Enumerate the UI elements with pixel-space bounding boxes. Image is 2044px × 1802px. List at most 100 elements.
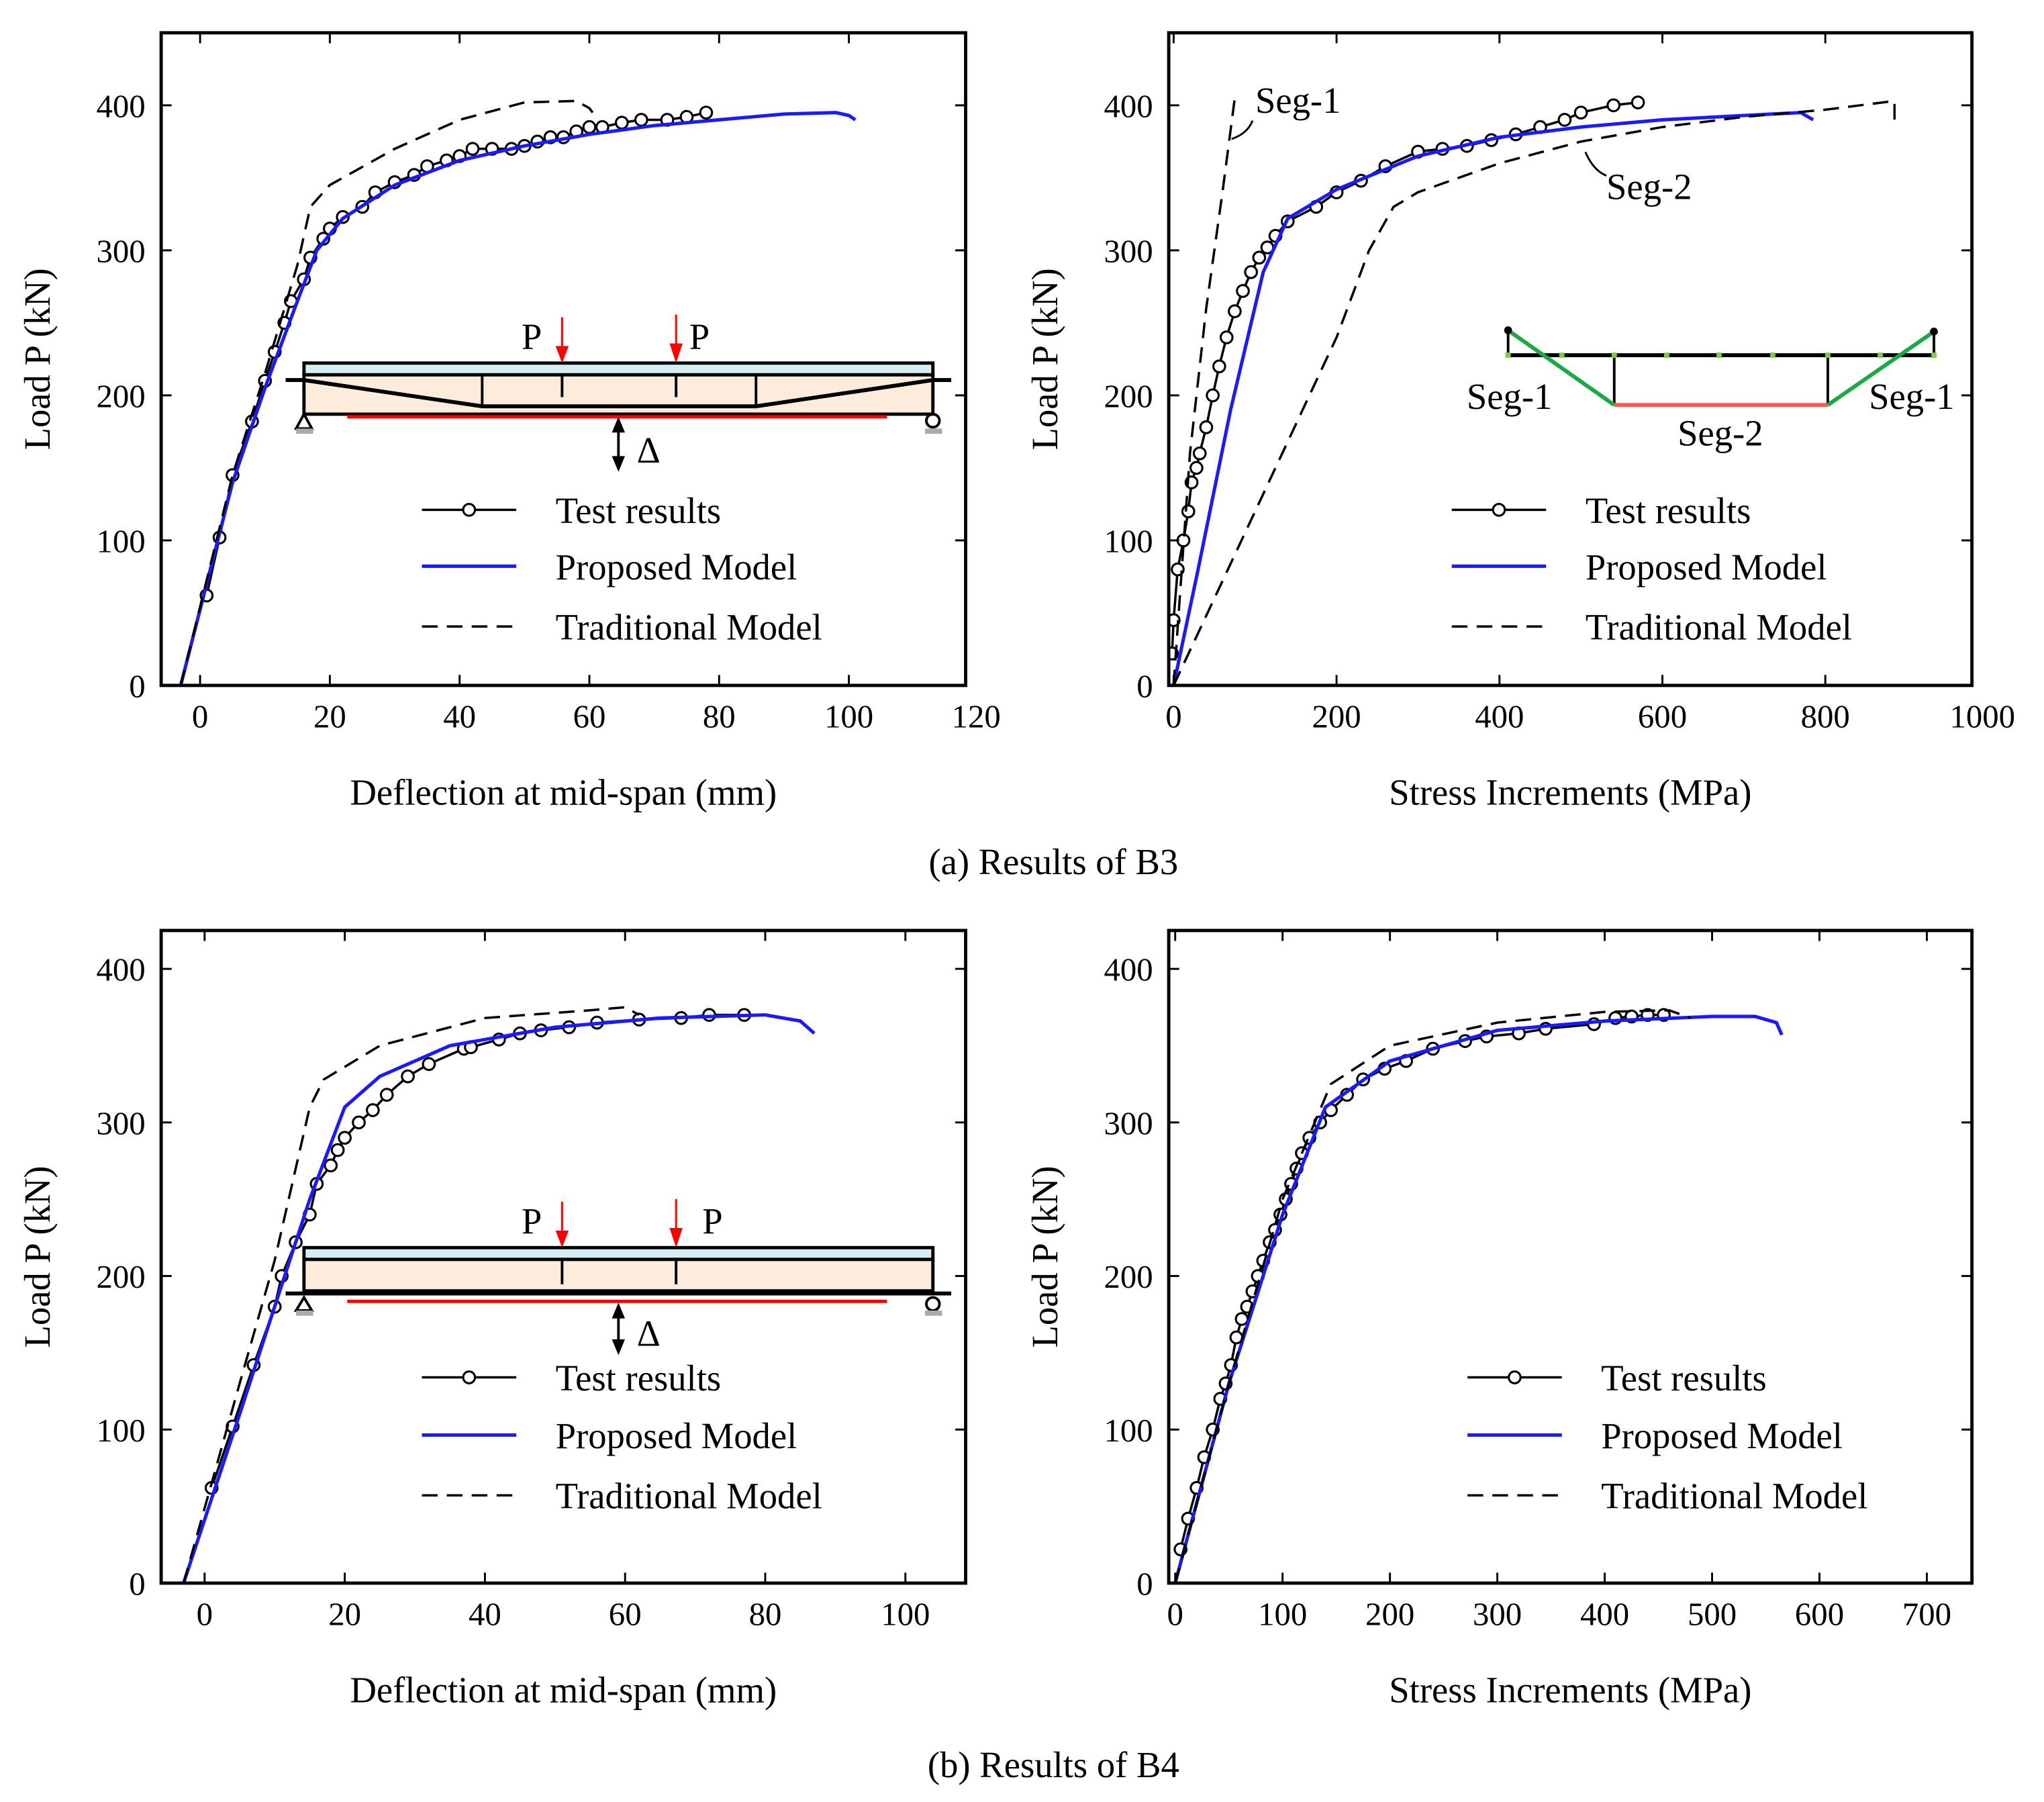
seg1-label: Seg-1	[1869, 376, 1954, 417]
x-tick-label: 300	[1473, 1596, 1522, 1632]
series-line-0	[1171, 101, 1639, 654]
deflection-arrow-icon	[612, 416, 626, 472]
data-point	[1228, 304, 1242, 318]
y-tick-label: 0	[129, 1566, 145, 1603]
y-tick-label: 400	[1104, 952, 1153, 988]
legend-marker	[1492, 503, 1506, 517]
inset-beam-b3: P P Δ	[285, 314, 952, 472]
y-tick-label: 200	[1104, 1259, 1153, 1295]
legend-marker	[462, 503, 477, 517]
x-tick-label: 100	[1258, 1596, 1307, 1632]
load-label: P	[522, 1200, 542, 1241]
seg1-annotation: Seg-1	[1255, 80, 1341, 121]
plot-area	[179, 99, 857, 685]
x-tick-label: 800	[1801, 698, 1850, 734]
roller-support-icon	[925, 1296, 942, 1316]
data-point	[1573, 105, 1588, 120]
data-point	[1234, 1312, 1249, 1326]
x-tick-label: 0	[197, 1596, 213, 1632]
x-tick-label: 400	[1580, 1596, 1629, 1632]
caption-a: (a) Results of B3	[928, 841, 1178, 882]
y-axis-label: Load P (kN)	[1024, 1166, 1065, 1347]
legend-label-traditional: Traditional Model	[1601, 1476, 1867, 1517]
y-tick-label: 300	[96, 1105, 145, 1141]
data-point	[352, 1115, 366, 1130]
legend-label-test: Test results	[556, 490, 722, 531]
y-axis-label: Load P (kN)	[1024, 268, 1065, 450]
x-tick-label: 20	[328, 1596, 361, 1632]
x-axis-label: Stress Increments (MPa)	[1389, 772, 1751, 813]
y-tick-label: 100	[1104, 523, 1153, 559]
y-tick-label: 100	[1104, 1413, 1153, 1449]
data-point	[338, 1131, 352, 1145]
seg2-label: Seg-2	[1677, 413, 1763, 454]
y-tick-label: 0	[1136, 1566, 1153, 1603]
data-point	[1244, 265, 1259, 279]
x-tick-label: 600	[1638, 698, 1687, 734]
legend: Test results Proposed Model Traditional Mo…	[422, 490, 822, 648]
x-tick-label: 80	[749, 1596, 782, 1632]
series-line-2	[179, 99, 594, 685]
pin-support-icon	[293, 1294, 315, 1316]
y-tick-label: 0	[129, 668, 145, 704]
legend-label-traditional: Traditional Model	[1586, 607, 1852, 648]
x-tick-label: 600	[1795, 1596, 1844, 1632]
data-point	[1606, 98, 1621, 113]
y-tick-label: 200	[96, 378, 145, 414]
series-line-1	[1171, 111, 1814, 685]
x-tick-label: 500	[1688, 1596, 1737, 1632]
y-tick-label: 100	[96, 1413, 145, 1449]
legend-label-traditional: Traditional Model	[556, 607, 822, 648]
y-tick-label: 200	[96, 1259, 145, 1295]
legend-label-traditional: Traditional Model	[556, 1476, 822, 1517]
x-tick-label: 20	[313, 698, 346, 734]
node-marker	[1505, 352, 1511, 358]
data-point	[1206, 388, 1220, 403]
series-line-1	[1173, 1014, 1784, 1583]
x-tick-label: 200	[1312, 698, 1361, 734]
deflection-arrow-icon	[612, 1302, 626, 1356]
seg1-line	[1827, 330, 1935, 407]
node-marker	[1663, 352, 1669, 358]
load-arrow-icon	[669, 314, 683, 363]
data-point	[1557, 113, 1572, 127]
x-tick-label: 0	[1165, 698, 1181, 734]
axes-frame	[159, 31, 968, 687]
y-axis-label: Load P (kN)	[17, 1166, 58, 1347]
axes-frame	[1167, 31, 1974, 687]
inset-beam-b4: P P Δ	[285, 1199, 952, 1356]
beam-slab	[302, 1245, 935, 1262]
node-marker	[1611, 352, 1617, 358]
x-axis-label: Deflection at mid-span (mm)	[350, 772, 777, 813]
data-point	[379, 1088, 394, 1102]
axes-frame	[159, 929, 968, 1585]
y-tick-label: 200	[1104, 378, 1153, 414]
y-tick-label: 400	[96, 952, 145, 988]
legend: Test results Proposed Model Traditional Mo…	[422, 1358, 822, 1517]
series-line-1	[179, 111, 857, 685]
data-point	[422, 1057, 436, 1072]
x-tick-label: 40	[443, 698, 476, 734]
load-arrow-icon	[669, 1199, 683, 1248]
legend-label-proposed: Proposed Model	[556, 1415, 797, 1456]
x-tick-label: 1000	[1949, 698, 2015, 734]
data-point	[1192, 446, 1207, 461]
legend-label-proposed: Proposed Model	[1601, 1415, 1843, 1456]
x-tick-label: 700	[1902, 1596, 1951, 1632]
load-label: P	[689, 316, 710, 357]
data-point	[614, 115, 629, 130]
y-tick-label: 300	[1104, 233, 1153, 269]
legend-label-proposed: Proposed Model	[556, 547, 797, 587]
x-tick-label: 40	[469, 1596, 501, 1632]
caption-b: (b) Results of B4	[928, 1744, 1179, 1785]
y-tick-label: 400	[1104, 88, 1153, 124]
series-line-2	[1173, 1009, 1692, 1583]
x-tick-label: 400	[1475, 698, 1524, 734]
load-label: P	[522, 316, 542, 357]
data-point	[401, 1069, 415, 1084]
seg2-annotation: Seg-2	[1606, 167, 1692, 207]
series-line-2	[1172, 97, 1236, 685]
node-marker	[1770, 352, 1775, 358]
y-tick-label: 0	[1136, 668, 1153, 704]
